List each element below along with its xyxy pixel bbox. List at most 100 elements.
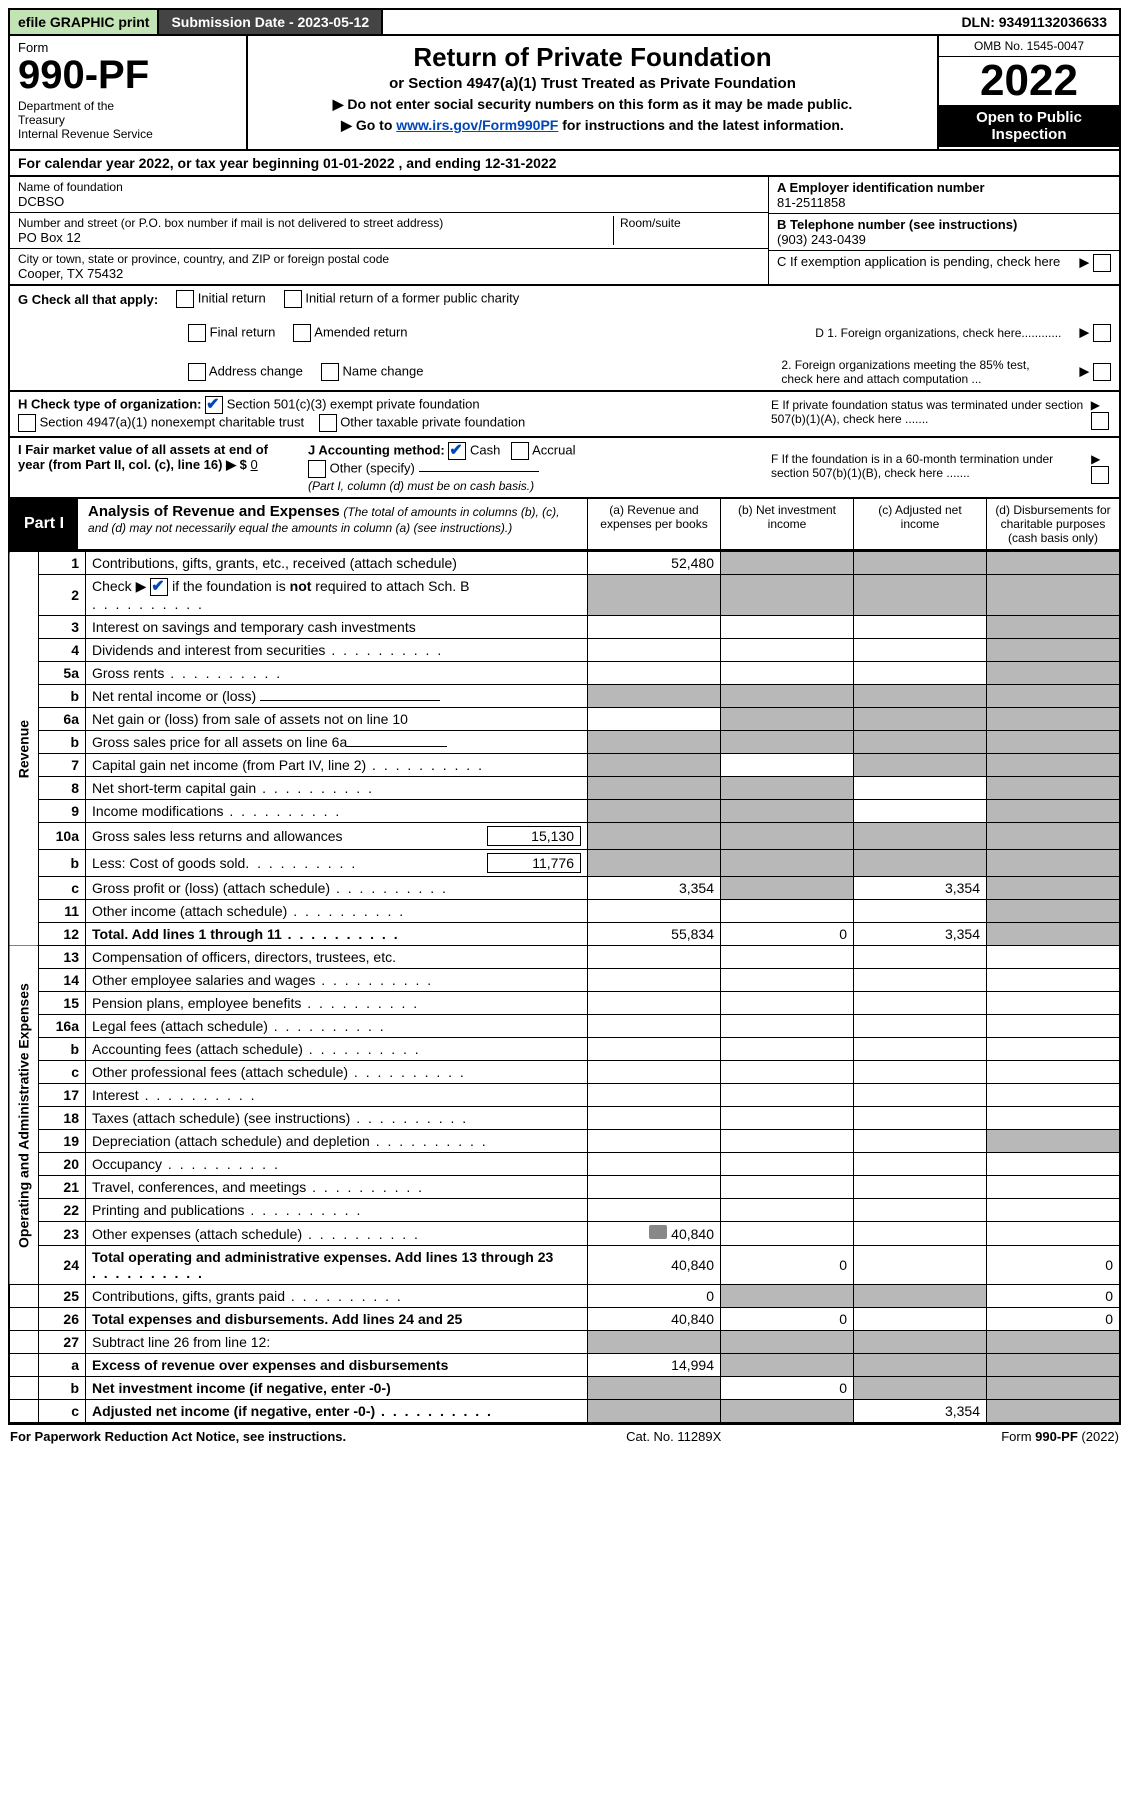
g-address-change-checkbox[interactable] [188,363,206,381]
row-num: a [39,1354,86,1377]
header-center: Return of Private Foundation or Section … [248,36,937,149]
g-initial-former-checkbox[interactable] [284,290,302,308]
row-num: 5a [39,662,86,685]
row-desc: Interest [92,1087,139,1103]
col-c-header: (c) Adjusted net income [853,499,986,549]
row-desc: Contributions, gifts, grants, etc., rece… [86,552,588,575]
table-row: c Other professional fees (attach schedul… [9,1061,1120,1084]
table-row: 25Contributions, gifts, grants paid 00 [9,1285,1120,1308]
row-num: 8 [39,777,86,800]
city-row: City or town, state or province, country… [10,249,768,284]
ein-value: 81-2511858 [777,195,845,210]
d2-checkbox[interactable] [1093,363,1111,381]
row-desc: Net rental income or (loss) [92,688,256,704]
section-h: H Check type of organization: Section 50… [8,392,1121,438]
h-other-taxable-checkbox[interactable] [319,414,337,432]
row-desc: Gross rents [92,665,164,681]
row-num: 10a [39,823,86,850]
schb-checkbox[interactable] [150,578,168,596]
table-row: Revenue 1 Contributions, gifts, grants, … [9,552,1120,575]
efile-print-button[interactable]: efile GRAPHIC print [10,10,159,34]
form-header: Form 990-PF Department of theTreasuryInt… [8,36,1121,151]
info-block: Name of foundation DCBSO Number and stre… [8,177,1121,286]
row-num: 2 [39,575,86,616]
j-note: (Part I, column (d) must be on cash basi… [308,479,534,493]
table-row: 18Taxes (attach schedule) (see instructi… [9,1107,1120,1130]
j-cash-checkbox[interactable] [448,442,466,460]
cell-b: 0 [721,1377,854,1400]
instructions-link[interactable]: www.irs.gov/Form990PF [396,117,558,133]
row-desc: Subtract line 26 from line 12: [86,1331,588,1354]
table-row: aExcess of revenue over expenses and dis… [9,1354,1120,1377]
table-row: 4 Dividends and interest from securities [9,639,1120,662]
table-row: 23Other expenses (attach schedule) 40,84… [9,1222,1120,1246]
row-num: 21 [39,1176,86,1199]
table-row: 17Interest [9,1084,1120,1107]
table-row: cAdjusted net income (if negative, enter… [9,1400,1120,1424]
cell-a: 52,480 [588,552,721,575]
foundation-name: DCBSO [18,194,760,209]
table-row: c Gross profit or (loss) (attach schedul… [9,877,1120,900]
table-row: 21Travel, conferences, and meetings [9,1176,1120,1199]
h-label: H Check type of organization: [18,396,201,411]
row-desc: Occupancy [92,1156,162,1172]
tax-year: 2022 [939,57,1119,103]
footer-left: For Paperwork Reduction Act Notice, see … [10,1429,346,1444]
row-desc: Total expenses and disbursements. Add li… [86,1308,588,1331]
pencil-icon[interactable] [649,1225,667,1239]
j-label: J Accounting method: [308,442,445,457]
row-desc: Interest on savings and temporary cash i… [86,616,588,639]
row-desc: Other professional fees (attach schedule… [92,1064,348,1080]
cell-b: 0 [721,923,854,946]
opadmin-section-label: Operating and Administrative Expenses [9,946,39,1285]
row-desc: Contributions, gifts, grants paid [92,1288,285,1304]
row-desc: Income modifications [92,803,224,819]
table-row: 8 Net short-term capital gain [9,777,1120,800]
c-label: C If exemption application is pending, c… [777,254,1060,269]
row-desc: Check ▶ if the foundation is not require… [86,575,588,616]
e-checkbox[interactable] [1091,412,1109,430]
department-label: Department of theTreasuryInternal Revenu… [18,99,238,141]
g-opt-0: Initial return [198,290,266,305]
dln-label: DLN: 93491132036633 [949,10,1119,34]
table-row: 10a Gross sales less returns and allowan… [9,823,1120,850]
row-desc: Excess of revenue over expenses and disb… [86,1354,588,1377]
h-501c3-checkbox[interactable] [205,396,223,414]
address-value: PO Box 12 [18,230,613,245]
table-row: 5a Gross rents [9,662,1120,685]
column-headers: (a) Revenue and expenses per books (b) N… [587,499,1119,549]
d1-checkbox[interactable] [1093,324,1111,342]
i-value: 0 [251,457,258,472]
table-row: 7 Capital gain net income (from Part IV,… [9,754,1120,777]
row-num: b [39,850,86,877]
row-desc: Total operating and administrative expen… [92,1249,553,1265]
j-accrual-checkbox[interactable] [511,442,529,460]
f-checkbox[interactable] [1091,466,1109,484]
cell-c: 3,354 [854,1400,987,1424]
row-desc: Gross profit or (loss) (attach schedule) [92,880,330,896]
city-value: Cooper, TX 75432 [18,266,760,281]
part1-header: Part I Analysis of Revenue and Expenses … [8,499,1121,551]
g-initial-return-checkbox[interactable] [176,290,194,308]
g-name-change-checkbox[interactable] [321,363,339,381]
cell-a: 40,840 [588,1308,721,1331]
c-checkbox[interactable] [1093,254,1111,272]
room-label: Room/suite [620,216,760,230]
row-desc: Less: Cost of goods sold [92,855,245,871]
j-other-checkbox[interactable] [308,460,326,478]
cell-a: 0 [588,1285,721,1308]
d1-label: D 1. Foreign organizations, check here..… [815,326,1061,340]
g-label: G Check all that apply: [18,292,158,307]
col-b-header: (b) Net investment income [720,499,853,549]
h-opt1: Section 501(c)(3) exempt private foundat… [227,396,480,411]
table-row: 3 Interest on savings and temporary cash… [9,616,1120,639]
instructions-line: ▶ Go to www.irs.gov/Form990PF for instru… [258,117,927,134]
h-4947-checkbox[interactable] [18,414,36,432]
table-row: 14Other employee salaries and wages [9,969,1120,992]
g-final-return-checkbox[interactable] [188,324,206,342]
table-row: 20Occupancy [9,1153,1120,1176]
row-num: c [39,1061,86,1084]
g-amended-return-checkbox[interactable] [293,324,311,342]
row-desc: Dividends and interest from securities [92,642,325,658]
row-num: c [39,1400,86,1424]
